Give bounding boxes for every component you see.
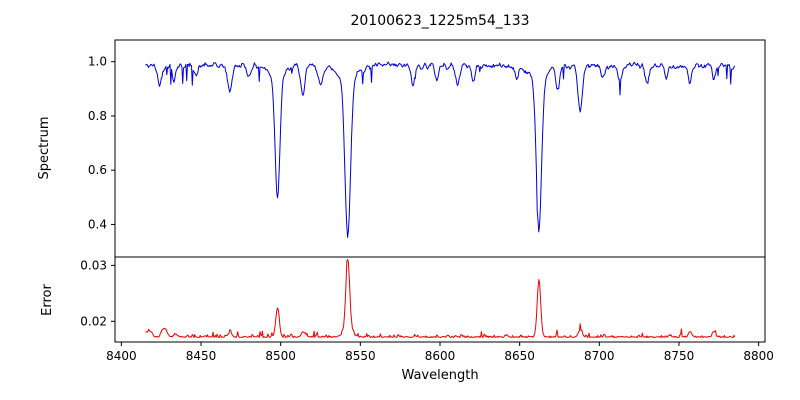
y-tick-label: 0.6 bbox=[88, 163, 107, 177]
x-axis-label: Wavelength bbox=[401, 368, 479, 383]
y-tick-label: 0.4 bbox=[88, 217, 107, 231]
x-tick-label: 8600 bbox=[425, 349, 456, 363]
x-tick-label: 8550 bbox=[345, 349, 376, 363]
y-tick-label: 0.8 bbox=[88, 109, 107, 123]
x-tick-label: 8500 bbox=[265, 349, 296, 363]
spectrum-line bbox=[145, 61, 736, 238]
error-panel-border bbox=[114, 256, 766, 343]
y-tick-label: 0.02 bbox=[80, 314, 107, 328]
x-tick-label: 8650 bbox=[504, 349, 535, 363]
x-tick-label: 8700 bbox=[584, 349, 615, 363]
x-tick-label: 8800 bbox=[743, 349, 774, 363]
y-tick-label: 0.03 bbox=[80, 258, 107, 272]
x-tick-label: 8450 bbox=[186, 349, 217, 363]
x-tick-label: 8400 bbox=[106, 349, 137, 363]
chart-title: 20100623_1225m54_133 bbox=[350, 13, 530, 29]
error-line bbox=[145, 259, 736, 338]
x-tick-label: 8750 bbox=[664, 349, 695, 363]
y-tick-label: 1.0 bbox=[88, 55, 107, 69]
